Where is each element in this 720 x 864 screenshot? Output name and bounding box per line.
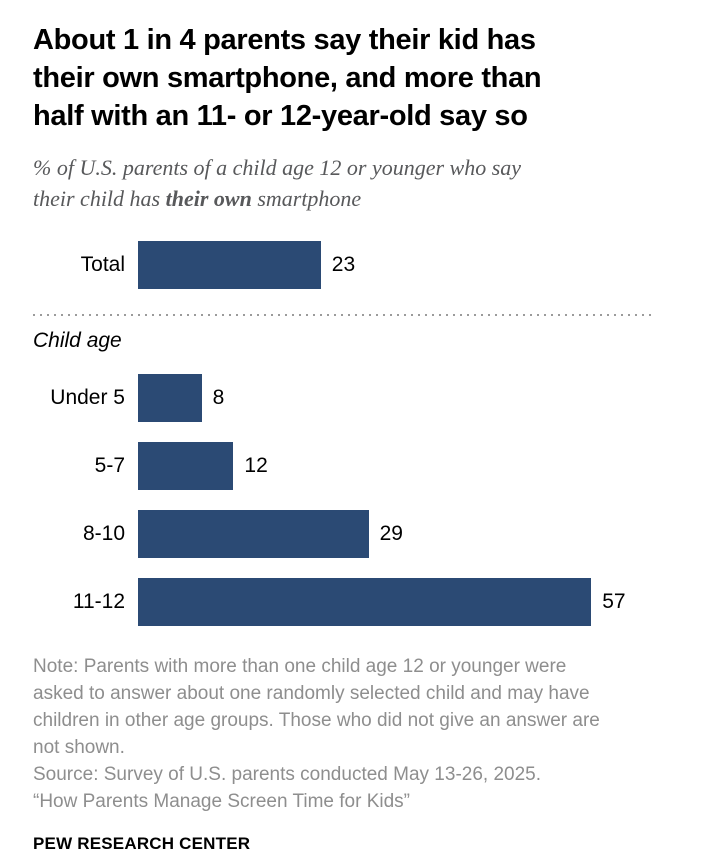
- chart-subtitle: % of U.S. parents of a child age 12 or y…: [33, 152, 686, 214]
- bar: [138, 510, 369, 558]
- bar-value-label: 8: [212, 386, 225, 409]
- section-divider: [33, 313, 651, 316]
- bar-value-label: 29: [379, 522, 403, 545]
- bar-category-label: 11-12: [72, 590, 125, 613]
- bar-category-label: Under 5: [50, 386, 125, 409]
- chart-notes: Note: Parents with more than one child a…: [33, 653, 686, 815]
- bar-category-label: Total: [80, 253, 125, 276]
- text-line: About 1 in 4 parents say their kid has: [33, 24, 536, 56]
- bar: [138, 374, 202, 422]
- subtitle-emphasis: their own: [165, 186, 252, 211]
- bar-row-5-7: 5-7 12: [33, 442, 686, 490]
- bar-chart: Total 23 Child age Under 5 8 5-7 12 8-10 29 11…: [33, 241, 686, 626]
- text-line: children in other age groups. Those who …: [33, 710, 600, 731]
- bar-category-label: 8-10: [82, 522, 125, 545]
- bar-row-total: Total 23: [33, 241, 686, 289]
- text-line: not shown.: [33, 737, 125, 758]
- bar-value-label: 57: [602, 590, 626, 613]
- bar-category-label: 5-7: [94, 454, 125, 477]
- bar-value-label: 12: [244, 454, 268, 477]
- text-line: half with an 11- or 12-year-old say so: [33, 100, 528, 132]
- report-title-text: “How Parents Manage Screen Time for Kids…: [33, 791, 410, 812]
- pew-research-center-wordmark: PEW RESEARCH CENTER: [33, 834, 251, 853]
- bar-row-under-5: Under 5 8: [33, 374, 686, 422]
- bar-row-11-12: 11-12 57: [33, 578, 686, 626]
- note-text: Note: Parents with more than one child a…: [33, 653, 686, 761]
- text-line: their own smartphone, and more than: [33, 62, 542, 94]
- bar-row-8-10: 8-10 29: [33, 510, 686, 558]
- group-label-child-age: Child age: [33, 329, 122, 352]
- text-line: Note: Parents with more than one child a…: [33, 656, 567, 677]
- bar: [138, 578, 592, 626]
- source-text: Source: Survey of U.S. parents conducted…: [33, 764, 542, 785]
- bar-total: [138, 241, 321, 289]
- age-bar-rows: Under 5 8 5-7 12 8-10 29 11-12 57: [33, 374, 686, 626]
- bar: [138, 442, 234, 490]
- subtitle-line-1: % of U.S. parents of a child age 12 or y…: [33, 155, 522, 180]
- chart-title: About 1 in 4 parents say their kid has th…: [33, 21, 686, 135]
- text-line: asked to answer about one randomly selec…: [33, 683, 590, 704]
- bar-value-label: 23: [331, 253, 356, 276]
- subtitle-line-2: their child has their own smartphone: [33, 186, 362, 211]
